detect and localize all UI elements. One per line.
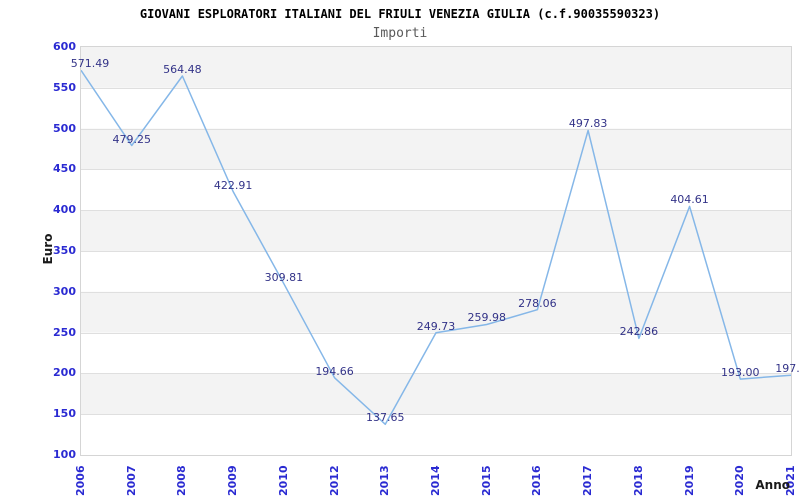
x-tick-label: 2017 (581, 465, 595, 496)
x-tick-label: 2019 (682, 465, 696, 496)
chart-subtitle: Importi (372, 26, 428, 41)
plot-area (80, 46, 792, 456)
y-tick-label: 200 (53, 366, 76, 380)
data-point-label: 194.66 (315, 364, 354, 378)
y-tick-label: 550 (53, 80, 76, 94)
plot-band (81, 210, 791, 251)
x-tick-label: 2010 (276, 465, 290, 496)
x-tick-label: 2009 (226, 465, 240, 496)
data-point-label: 249.73 (416, 319, 456, 333)
y-tick-label: 400 (53, 203, 76, 217)
x-tick-label: 2006 (74, 465, 87, 496)
y-tick-label: 450 (53, 162, 76, 176)
line-series (81, 69, 791, 426)
x-tick-label: 2013 (378, 465, 392, 496)
plot-band (81, 291, 791, 333)
y-tick-label: 500 (53, 121, 76, 135)
data-point-label: 278.06 (518, 296, 557, 310)
data-point-label: 259.98 (467, 311, 506, 325)
data-point-label: 404.61 (670, 193, 709, 207)
x-tick-label: 2007 (124, 465, 138, 496)
x-tick-label: 2015 (479, 465, 493, 496)
x-axis-title: Anno (755, 478, 790, 492)
data-point-label: 422.91 (213, 178, 253, 192)
data-point-label: 564.48 (163, 62, 202, 76)
plot-band (81, 47, 791, 88)
y-tick-label: 100 (53, 448, 76, 461)
y-tick-label: 250 (53, 325, 76, 339)
y-tick-label: 350 (53, 244, 76, 257)
x-tick-label: 2014 (429, 465, 442, 496)
y-tick-label: 300 (53, 284, 76, 298)
plot-band (81, 128, 791, 170)
x-tick-label: 2020 (733, 465, 747, 496)
x-tick-label: 2008 (175, 465, 189, 496)
data-point-label: 193.00 (721, 366, 760, 380)
plot-band (81, 373, 791, 415)
data-point-label: 571.49 (70, 57, 110, 71)
y-axis-title: Euro (41, 233, 55, 265)
y-tick-label: 150 (53, 407, 76, 421)
data-point-label: 197.8 (775, 362, 800, 376)
data-point-label: 137.65 (366, 411, 405, 425)
line-series-svg (81, 47, 791, 426)
data-point-label: 479.25 (112, 132, 151, 146)
x-tick-label: 2018 (631, 465, 645, 496)
data-point-label: 242.86 (619, 325, 659, 339)
data-point-label: 497.83 (568, 117, 608, 131)
x-tick-label: 2016 (530, 465, 544, 496)
chart-title: GIOVANI ESPLORATORI ITALIANI DEL FRIULI … (139, 7, 661, 21)
data-point-label: 309.81 (264, 270, 304, 284)
y-tick-label: 600 (53, 40, 76, 53)
x-tick-label: 2012 (327, 465, 341, 496)
